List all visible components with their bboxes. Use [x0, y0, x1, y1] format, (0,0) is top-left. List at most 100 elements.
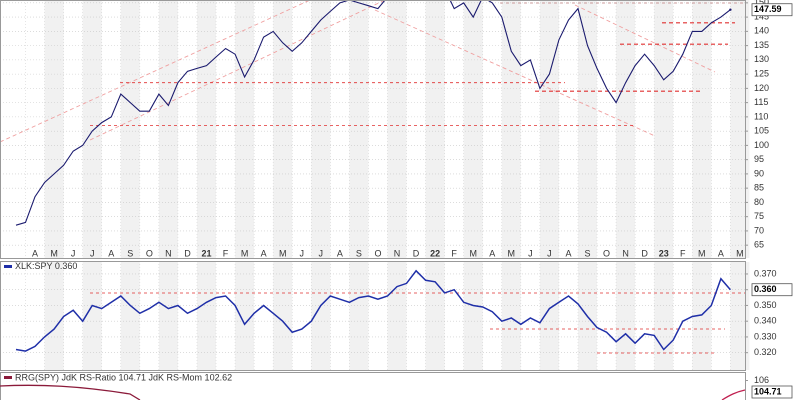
x-tick-label: M	[279, 248, 287, 258]
month-band	[692, 0, 712, 258]
x-tick-label: M	[508, 248, 516, 258]
y-tick-label: 95	[754, 154, 764, 164]
month-band	[616, 0, 636, 258]
x-tick-label: J	[528, 248, 533, 258]
month-bands	[44, 0, 750, 370]
trend-channel	[374, 9, 656, 137]
y-tick-label: 135	[754, 40, 769, 50]
x-tick-label: M	[241, 248, 249, 258]
x-tick-label: M	[50, 248, 58, 258]
month-band	[158, 262, 178, 370]
month-band	[120, 262, 140, 370]
month-band	[539, 262, 559, 370]
trend-channel	[89, 0, 386, 141]
x-tick-label: M	[698, 248, 706, 258]
last-value-label: 147.59	[754, 4, 782, 14]
x-tick-label: 21	[201, 248, 211, 258]
ratio-annotations	[90, 292, 745, 354]
x-tick-label: M	[469, 248, 477, 258]
month-band	[349, 0, 369, 258]
y-tick-label: 85	[754, 183, 764, 193]
x-tick-label: O	[374, 248, 381, 258]
trend-channel	[0, 0, 311, 143]
y-tick-label: 70	[754, 225, 764, 235]
x-tick-label: A	[337, 248, 343, 258]
y-tick-label: 120	[754, 83, 769, 93]
month-band	[463, 0, 483, 258]
x-tick-label: A	[261, 248, 267, 258]
month-band	[387, 262, 407, 370]
legend-swatch	[4, 265, 12, 268]
month-band	[730, 262, 750, 370]
series	[15, 269, 731, 352]
x-tick-label: 23	[659, 248, 669, 258]
x-tick-label: J	[300, 248, 305, 258]
rrg-line	[721, 389, 746, 400]
legend-swatch	[4, 376, 12, 379]
panel-frame	[0, 372, 746, 400]
month-band	[311, 262, 331, 370]
x-tick-label: N	[622, 248, 629, 258]
y-tick-label: 115	[754, 97, 768, 107]
x-tick-label: D	[641, 248, 648, 258]
y-tick-label: 110	[754, 111, 768, 121]
month-band	[539, 0, 559, 258]
y-tick-label: 80	[754, 197, 764, 207]
legend-name: XLK:SPY	[15, 261, 53, 271]
month-band	[501, 262, 521, 370]
month-band	[235, 262, 255, 370]
month-band	[196, 262, 217, 370]
month-band	[158, 0, 178, 258]
x-tick-label: N	[394, 248, 401, 258]
y-tick-label: 125	[754, 68, 769, 78]
month-band	[311, 0, 331, 258]
month-band	[425, 262, 445, 370]
y-tick-label: 105	[754, 126, 769, 136]
last-value-label: 104.71	[754, 386, 782, 396]
x-tick-label: D	[413, 248, 420, 258]
series-line	[15, 269, 731, 352]
y-tick-label: 0.340	[754, 316, 777, 326]
last-value-box	[751, 3, 793, 17]
rrg-line	[0, 384, 141, 400]
x-tick-label: J	[71, 248, 76, 258]
month-band	[44, 0, 64, 258]
y-tick-label: 106	[754, 375, 769, 385]
y-tick-label: 90	[754, 168, 764, 178]
x-tick-label: A	[108, 248, 114, 258]
x-tick-label: F	[223, 248, 229, 258]
x-tick-label: O	[146, 248, 153, 258]
x-tick-label: S	[584, 248, 590, 258]
last-value-box	[751, 385, 793, 399]
x-tick-label: N	[165, 248, 172, 258]
month-band	[654, 262, 674, 370]
month-band	[120, 0, 140, 258]
y-tick-label: 130	[754, 54, 769, 64]
legend-value: 0.360	[55, 261, 78, 271]
y-tick-label: 100	[754, 140, 769, 150]
y-tick-label: 0.320	[754, 347, 777, 357]
last-point	[729, 8, 732, 11]
month-band	[273, 262, 293, 370]
x-tick-label: F	[451, 248, 457, 258]
x-tick-label: A	[718, 248, 724, 258]
x-tick-label: M	[736, 248, 744, 258]
month-band	[501, 0, 521, 258]
y-tick-label: 0.330	[754, 331, 777, 341]
trend-channel	[574, 4, 716, 73]
y-tick-label: 0.350	[754, 300, 777, 310]
x-tick-label: A	[32, 248, 38, 258]
x-tick-label: A	[565, 248, 571, 258]
last-value-label: 0.360	[754, 284, 777, 294]
month-band	[425, 0, 445, 258]
month-band	[387, 0, 407, 258]
month-band	[463, 262, 483, 370]
x-tick-label: S	[127, 248, 133, 258]
x-tick-label: 22	[430, 248, 440, 258]
x-tick-label: F	[680, 248, 686, 258]
month-band	[82, 262, 102, 370]
x-tick-label: J	[547, 248, 552, 258]
series-line	[15, 0, 731, 226]
month-band	[44, 262, 64, 370]
x-tick-label: A	[489, 248, 495, 258]
